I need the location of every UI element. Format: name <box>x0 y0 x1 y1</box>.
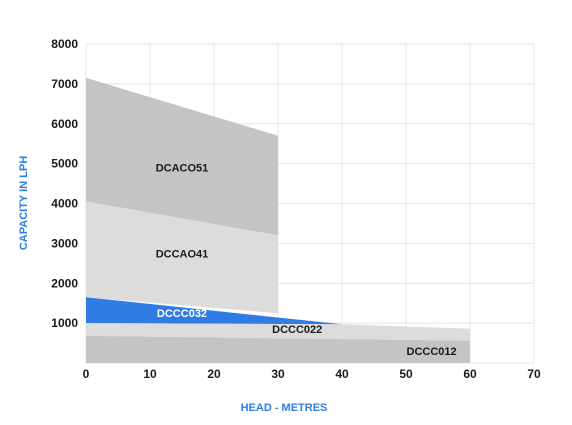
x-tick-label: 0 <box>83 367 90 381</box>
x-tick-label: 40 <box>335 367 349 381</box>
area-label-dccc012: DCCC012 <box>407 346 457 358</box>
y-tick-label: 4000 <box>51 197 78 211</box>
y-axis-title: CAPACITY IN LPH <box>18 156 30 250</box>
x-tick-label: 10 <box>143 367 157 381</box>
x-tick-label: 50 <box>399 367 413 381</box>
y-tick-label: 8000 <box>51 37 78 51</box>
y-tick-label: 3000 <box>51 236 78 250</box>
y-tick-label: 2000 <box>51 276 78 290</box>
y-tick-label: 7000 <box>51 77 78 91</box>
x-tick-label: 60 <box>463 367 477 381</box>
area-label-dccao41: DCCAO41 <box>156 248 209 260</box>
region-labels: DCACO51 DCCAO41 DCCC032 DCCC022 DCCC012 <box>156 163 457 358</box>
ticks: 0 10 20 30 40 50 60 70 1000 2000 3000 4000 5000 6000 7… <box>51 37 541 381</box>
area-dccao41 <box>86 201 278 314</box>
area-dcaco51 <box>86 77 278 236</box>
area-dccc022 <box>86 323 470 341</box>
area-dccc032 <box>86 297 342 325</box>
area-dccc012 <box>86 335 470 363</box>
x-tick-label: 20 <box>207 367 221 381</box>
areas <box>86 77 470 363</box>
area-label-dcaco51: DCACO51 <box>156 163 209 175</box>
y-tick-label: 6000 <box>51 117 78 131</box>
x-tick-label: 30 <box>271 367 285 381</box>
area-label-dccc032: DCCC032 <box>157 308 207 320</box>
y-tick-label: 1000 <box>51 316 78 330</box>
y-tick-label: 5000 <box>51 157 78 171</box>
area-label-dccc022: DCCC022 <box>272 324 322 336</box>
x-tick-label: 70 <box>527 367 541 381</box>
x-axis-title: HEAD - METRES <box>241 402 328 414</box>
